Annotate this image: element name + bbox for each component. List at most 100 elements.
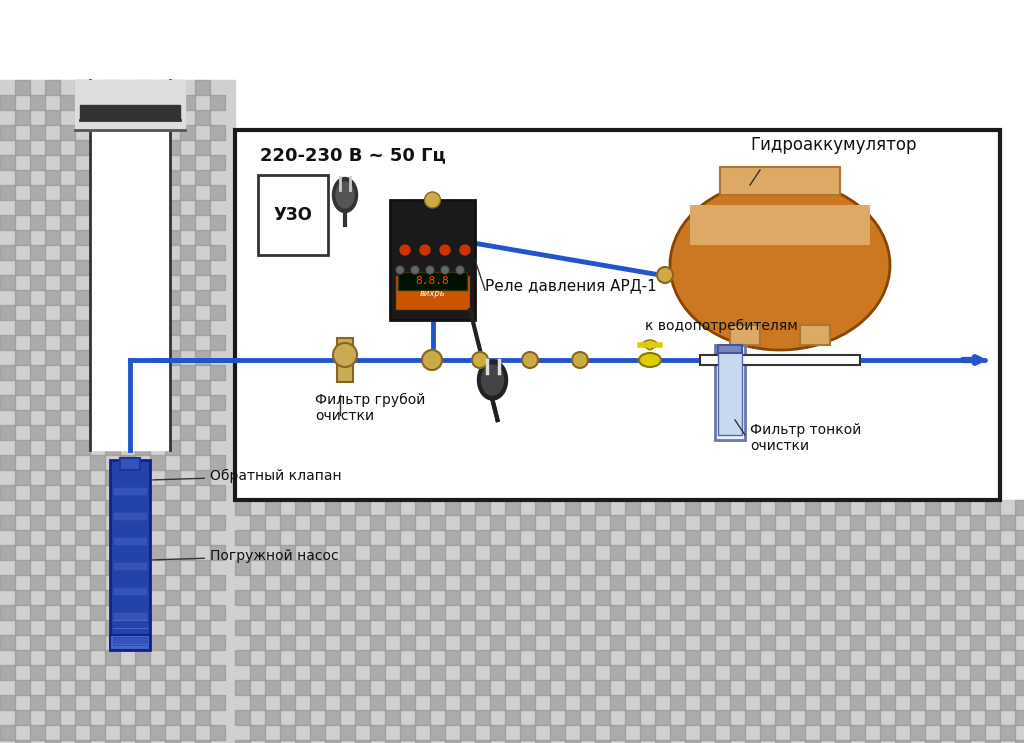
- Bar: [745, 560, 760, 575]
- Bar: [490, 695, 505, 710]
- Bar: [565, 560, 580, 575]
- Bar: [955, 560, 970, 575]
- Bar: [150, 605, 165, 620]
- Bar: [105, 350, 120, 365]
- Bar: [1000, 725, 1015, 740]
- Bar: [90, 365, 105, 380]
- Bar: [970, 515, 985, 530]
- Bar: [180, 515, 195, 530]
- Bar: [234, 500, 1024, 743]
- Bar: [460, 695, 475, 710]
- Bar: [475, 650, 490, 665]
- Bar: [295, 680, 310, 695]
- Bar: [895, 590, 910, 605]
- Bar: [75, 290, 90, 305]
- Bar: [940, 665, 955, 680]
- Bar: [790, 635, 805, 650]
- Bar: [400, 635, 415, 650]
- Bar: [390, 200, 475, 320]
- Bar: [400, 605, 415, 620]
- Bar: [30, 695, 45, 710]
- Bar: [0, 695, 15, 710]
- Bar: [505, 620, 520, 635]
- Bar: [180, 635, 195, 650]
- Bar: [75, 380, 90, 395]
- Bar: [135, 290, 150, 305]
- Bar: [90, 275, 105, 290]
- Bar: [75, 680, 90, 695]
- Bar: [210, 335, 225, 350]
- Bar: [150, 125, 165, 140]
- Bar: [234, 130, 1000, 500]
- Bar: [30, 95, 45, 110]
- Bar: [985, 530, 1000, 545]
- Bar: [445, 500, 460, 515]
- Bar: [1000, 605, 1015, 620]
- Ellipse shape: [425, 192, 440, 208]
- Bar: [105, 110, 120, 125]
- Bar: [625, 500, 640, 515]
- Bar: [150, 425, 165, 440]
- Bar: [60, 665, 75, 680]
- Bar: [520, 515, 535, 530]
- Bar: [75, 170, 90, 185]
- Bar: [595, 680, 610, 695]
- Bar: [805, 590, 820, 605]
- Bar: [90, 635, 105, 650]
- Bar: [475, 740, 490, 743]
- Bar: [30, 335, 45, 350]
- Bar: [745, 500, 760, 515]
- Bar: [45, 320, 60, 335]
- Bar: [670, 635, 685, 650]
- Bar: [505, 560, 520, 575]
- Bar: [625, 710, 640, 725]
- Bar: [1015, 650, 1024, 665]
- Bar: [970, 545, 985, 560]
- Bar: [60, 455, 75, 470]
- Bar: [1000, 665, 1015, 680]
- Bar: [295, 590, 310, 605]
- Bar: [550, 575, 565, 590]
- Bar: [75, 590, 90, 605]
- Bar: [835, 740, 850, 743]
- Bar: [210, 395, 225, 410]
- Bar: [90, 545, 105, 560]
- Text: 8.8.8: 8.8.8: [416, 276, 450, 286]
- Bar: [820, 665, 835, 680]
- Bar: [610, 635, 625, 650]
- Bar: [805, 620, 820, 635]
- Bar: [90, 215, 105, 230]
- Bar: [295, 530, 310, 545]
- Bar: [135, 230, 150, 245]
- Bar: [670, 695, 685, 710]
- Circle shape: [456, 266, 464, 274]
- Bar: [30, 515, 45, 530]
- Bar: [775, 530, 790, 545]
- Bar: [165, 740, 180, 743]
- Bar: [135, 80, 150, 95]
- Bar: [150, 245, 165, 260]
- Bar: [135, 530, 150, 545]
- Bar: [790, 575, 805, 590]
- Bar: [250, 605, 265, 620]
- Bar: [685, 560, 700, 575]
- Bar: [210, 695, 225, 710]
- Bar: [210, 155, 225, 170]
- Bar: [718, 350, 742, 435]
- Bar: [820, 605, 835, 620]
- Bar: [295, 560, 310, 575]
- Bar: [310, 545, 325, 560]
- Bar: [625, 560, 640, 575]
- Bar: [690, 205, 870, 245]
- Bar: [1015, 560, 1024, 575]
- Bar: [625, 620, 640, 635]
- Bar: [625, 590, 640, 605]
- Bar: [850, 665, 865, 680]
- Bar: [670, 725, 685, 740]
- Bar: [610, 575, 625, 590]
- Bar: [475, 530, 490, 545]
- Bar: [0, 665, 15, 680]
- Bar: [850, 695, 865, 710]
- Bar: [985, 740, 1000, 743]
- Text: 220-230 В ~ 50 Гц: 220-230 В ~ 50 Гц: [260, 146, 445, 164]
